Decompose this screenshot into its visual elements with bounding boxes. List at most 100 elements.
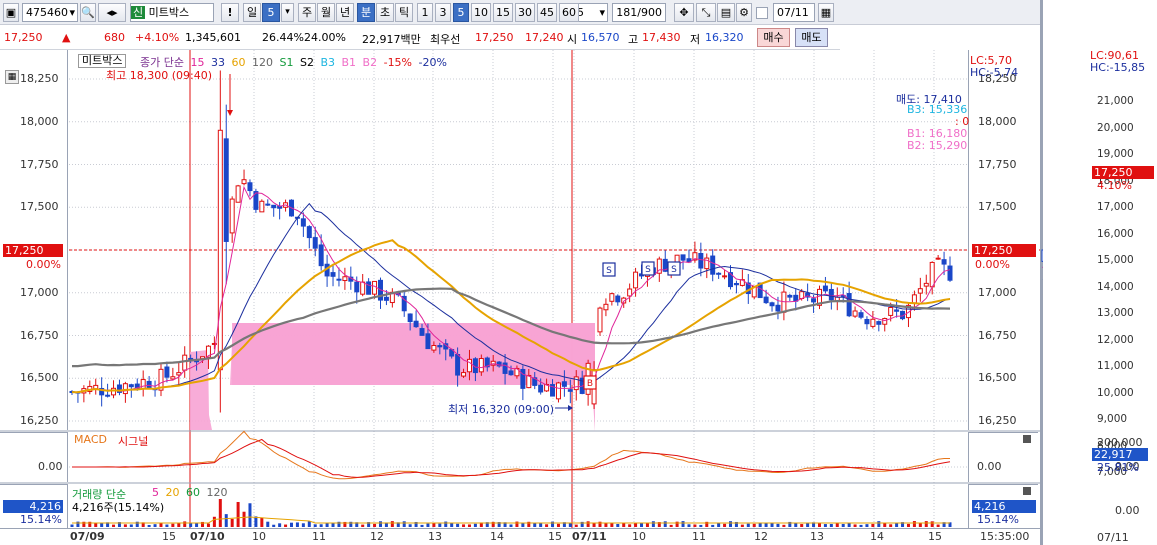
draw-tool-icon[interactable]: ⤡	[696, 3, 716, 22]
candle-body	[615, 295, 621, 303]
minute-button-3[interactable]: 3	[435, 3, 451, 22]
chart-layout-icon[interactable]: ▣	[3, 3, 19, 22]
legend-item[interactable]: -20%	[418, 56, 447, 69]
order-label: B3: 15,336	[907, 103, 968, 116]
volume-period[interactable]: 5	[152, 486, 163, 499]
left-price-tag: 17,250	[3, 244, 63, 257]
stock-name-field[interactable]: 신 미트박스	[130, 3, 214, 22]
search-icon[interactable]: 🔍	[80, 3, 96, 22]
prev-next-stock-icon[interactable]: ◂▸	[98, 3, 126, 22]
candle-body	[787, 294, 793, 298]
legend-item[interactable]: B3	[320, 56, 339, 69]
volume-bar	[295, 522, 299, 527]
candle-body	[698, 252, 704, 269]
legend-item[interactable]: 33	[210, 56, 229, 69]
legend-item[interactable]: -15%	[383, 56, 416, 69]
candle-body	[383, 296, 389, 301]
legend-item[interactable]: 종가 단순	[140, 56, 188, 69]
date-checkbox[interactable]	[756, 7, 768, 19]
volume-close-icon[interactable]	[1023, 487, 1031, 495]
x-label: 13	[428, 530, 442, 543]
macd-close-icon[interactable]	[1023, 435, 1031, 443]
legend-item[interactable]: B2	[362, 56, 381, 69]
legend-item[interactable]: 15	[190, 56, 208, 69]
high-annotation: 최고 18,300 (09:40)	[106, 69, 213, 82]
volume-bar	[776, 523, 780, 527]
minute-button-1[interactable]: 1	[417, 3, 433, 22]
macd-signal-line	[72, 438, 951, 478]
crosshair-icon[interactable]: ✥	[674, 3, 694, 22]
volume-bar	[260, 517, 264, 527]
order-label: 매도: 17,410	[896, 93, 962, 106]
right-price-axis	[968, 50, 1038, 430]
stock-code-input[interactable]: 475460 ▾	[22, 3, 78, 22]
minute-button-45[interactable]: 45	[537, 3, 557, 22]
period-year-button[interactable]: 년	[336, 3, 354, 22]
volume-period[interactable]: 20	[165, 486, 183, 499]
candle-body	[550, 384, 556, 397]
date-input[interactable]: 07/11	[773, 3, 815, 22]
volume-bar	[503, 522, 507, 527]
legend-stock-name[interactable]: 미트박스	[78, 54, 127, 68]
volume-bar	[444, 521, 448, 527]
period-minute-button[interactable]: 분	[357, 3, 375, 22]
minute-button-60[interactable]: 60	[559, 3, 579, 22]
volume-bar	[212, 516, 216, 527]
legend-item[interactable]: S1	[279, 56, 297, 69]
candle-body	[882, 318, 888, 325]
period-day-button[interactable]: 일	[243, 3, 261, 22]
minute-button-30[interactable]: 30	[515, 3, 535, 22]
pane-splitter[interactable]	[1040, 0, 1043, 545]
volume-bar	[717, 523, 721, 527]
volume-bar	[301, 523, 305, 527]
x-label: 15:35:00	[980, 530, 1030, 543]
save-icon[interactable]: ▤	[717, 3, 735, 22]
legend-item[interactable]: S2	[299, 56, 318, 69]
volume-bar	[622, 523, 626, 527]
volume-bar	[165, 524, 169, 527]
candle-body	[544, 383, 550, 392]
volume-bar	[378, 521, 382, 527]
right-pct-tag: 0.00%	[975, 258, 1010, 271]
legend-item[interactable]: 120	[251, 56, 277, 69]
volume-bar	[462, 524, 466, 527]
volume-bar	[586, 521, 590, 527]
settings-gear-icon[interactable]: ⚙	[736, 3, 752, 22]
minute-button-15[interactable]: 15	[493, 3, 513, 22]
ma-legend: 종가 단순 15 33 60 120 S1 S2 B3 B1 B2 -15% -…	[140, 54, 450, 70]
period-second-button[interactable]: 초	[376, 3, 394, 22]
volume-right-tag: 4,216	[972, 500, 1036, 513]
side-y-tick: 21,000	[1097, 95, 1134, 107]
volume-bar	[592, 523, 596, 527]
sell-signal-label: S	[645, 265, 651, 275]
period-value-field[interactable]: 5	[262, 3, 280, 22]
minute-button-10[interactable]: 10	[471, 3, 491, 22]
period-tick-button[interactable]: 틱	[395, 3, 413, 22]
y-tick-left: 16,250	[20, 414, 59, 427]
y-tick-right: 18,250	[978, 72, 1017, 85]
sell-button[interactable]: 매도	[795, 28, 828, 47]
buy-button[interactable]: 매수	[757, 28, 790, 47]
volume-bar	[918, 523, 922, 527]
volume-period[interactable]: 120	[206, 486, 228, 499]
menu-grid-icon[interactable]: ▦	[5, 70, 19, 84]
count-field[interactable]: 5 ▾	[574, 3, 608, 22]
period-week-button[interactable]: 주	[298, 3, 316, 22]
low-annotation: 최저 16,320 (09:00)	[448, 403, 555, 416]
x-label: 11	[692, 530, 706, 543]
volume-bar	[94, 523, 98, 527]
alert-icon[interactable]: !	[221, 3, 239, 22]
period-month-button[interactable]: 월	[317, 3, 335, 22]
volume-bar	[135, 521, 139, 527]
volume-bar	[450, 522, 454, 527]
volume-bar	[521, 522, 525, 527]
volume-bar	[112, 524, 116, 527]
minute-button-5[interactable]: 5	[453, 3, 469, 22]
candle-body	[176, 372, 182, 376]
legend-item[interactable]: 60	[231, 56, 249, 69]
period-dropdown-icon[interactable]: ▾	[281, 3, 294, 22]
calendar-icon[interactable]: ▦	[818, 3, 834, 22]
volume-period[interactable]: 60	[186, 486, 204, 499]
legend-item[interactable]: B1	[341, 56, 360, 69]
volume-bar	[201, 521, 205, 527]
